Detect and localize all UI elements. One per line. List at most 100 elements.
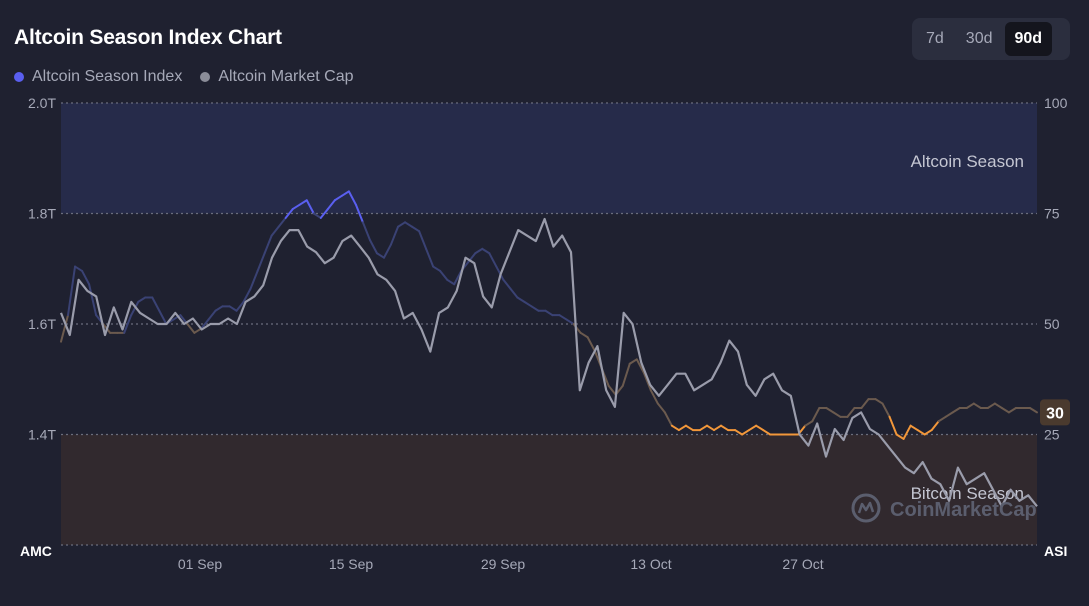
index-line-segment: [200, 318, 210, 330]
altcoin-season-zone: [61, 103, 1037, 214]
index-line-segment: [439, 269, 449, 281]
index-line-segment: [509, 287, 519, 299]
x-axis-tick: 01 Sep: [178, 556, 223, 572]
index-line-segment: [123, 314, 133, 334]
index-line-segment: [305, 199, 315, 215]
index-line-segment: [382, 243, 393, 259]
legend-item-index[interactable]: Altcoin Season Index: [14, 68, 182, 86]
index-line-segment: [1028, 406, 1038, 414]
index-line-segment: [670, 424, 680, 432]
index-line-segment: [340, 190, 350, 197]
index-line-segment: [404, 221, 414, 228]
index-line-segment: [656, 402, 666, 414]
index-line-segment: [895, 433, 905, 440]
index-line-segment: [684, 424, 694, 432]
index-line-segment: [677, 424, 687, 432]
index-line-segment: [256, 252, 266, 272]
bitcoin-season-label: Bitcoin Season: [911, 484, 1024, 503]
range-7d-button[interactable]: 7d: [926, 30, 944, 47]
x-axis-start-label: AMC: [20, 543, 52, 559]
index-line-segment: [242, 287, 252, 303]
index-line-segment: [312, 212, 322, 219]
legend-label-market-cap: Altcoin Market Cap: [218, 68, 354, 85]
coinmarketcap-logo-icon: [851, 493, 881, 523]
legend-item-market-cap[interactable]: Altcoin Market Cap: [200, 68, 354, 86]
index-line-segment: [88, 283, 98, 317]
index-line-segment: [586, 336, 596, 352]
x-axis-tick: 13 Oct: [630, 556, 671, 572]
index-line-segment: [67, 265, 77, 317]
index-line-segment: [635, 358, 645, 374]
bitcoin-season-zone: [61, 434, 1037, 545]
index-line-segment: [902, 424, 912, 440]
index-line-segment: [186, 323, 196, 334]
x-axis-end-label: ASI: [1044, 543, 1067, 559]
index-line-segment: [418, 230, 428, 250]
index-line-segment: [235, 300, 245, 312]
chart-legend: Altcoin Season Index Altcoin Market Cap: [14, 68, 354, 86]
range-90d-button[interactable]: 90d: [1004, 22, 1053, 56]
index-line-segment: [277, 216, 287, 228]
market-cap-line: [59, 217, 1038, 508]
index-line-segment: [986, 402, 996, 409]
index-line-segment: [579, 331, 589, 339]
index-line-segment: [951, 406, 961, 414]
x-axis-tick: 29 Sep: [481, 556, 526, 572]
index-line-segment: [846, 406, 856, 418]
y-right-tick: 100: [1044, 95, 1068, 111]
index-line-segment: [909, 424, 919, 432]
index-line-segment: [642, 371, 652, 392]
index-line-segment: [734, 429, 744, 436]
index-line-segment: [333, 194, 343, 202]
watermark-text: CoinMarketCap: [890, 499, 1037, 521]
index-line-segment: [214, 305, 224, 312]
index-line-segment: [698, 424, 708, 432]
index-line-segment: [60, 314, 70, 343]
index-line-segment: [804, 420, 814, 427]
index-line-segment: [720, 424, 730, 432]
index-line-segment: [249, 269, 259, 290]
y-left-tick: 1.6T: [28, 316, 56, 332]
index-line-segment: [319, 208, 329, 219]
index-line-segment: [481, 247, 491, 255]
index-line-segment: [663, 411, 673, 427]
current-value-text: 30: [1046, 405, 1064, 422]
index-line-segment: [621, 362, 631, 387]
index-line-segment: [361, 221, 371, 242]
index-line-segment: [860, 398, 870, 409]
coinmarketcap-logo-mark: [857, 501, 875, 514]
index-line-segment: [565, 318, 575, 325]
index-line-segment: [972, 402, 982, 409]
index-line-segment: [390, 225, 400, 246]
index-line-segment: [930, 420, 940, 432]
index-line-segment: [530, 305, 540, 312]
index-line-segment: [263, 234, 273, 255]
index-line-segment: [298, 199, 308, 206]
index-line-segment: [453, 269, 463, 286]
index-line-segment: [347, 190, 357, 206]
legend-label-index: Altcoin Season Index: [32, 68, 183, 85]
index-line-segment: [375, 252, 385, 259]
index-line-segment: [158, 309, 168, 325]
index-line-segment: [291, 203, 301, 211]
index-line-segment: [81, 269, 91, 286]
index-line-segment: [1000, 406, 1010, 414]
index-line-segment: [523, 300, 533, 308]
coinmarketcap-watermark: CoinMarketCap: [851, 493, 1037, 523]
index-line-segment: [516, 296, 526, 303]
index-line-segment: [937, 415, 947, 423]
range-30d-button[interactable]: 30d: [965, 30, 993, 47]
range-selector: 7d 30d 90d: [912, 18, 1070, 60]
index-line-segment: [137, 296, 147, 303]
index-line-segment: [270, 225, 280, 237]
index-line-segment: [425, 247, 435, 268]
legend-dot-icon: [14, 72, 24, 82]
index-line-segment: [832, 411, 842, 418]
index-line-segment: [713, 424, 723, 432]
index-line-segment: [130, 300, 140, 317]
altcoin-season-label: Altcoin Season: [911, 152, 1024, 171]
index-line-segment: [649, 389, 659, 405]
index-line-segment: [748, 424, 758, 432]
index-line-segment: [284, 208, 294, 219]
